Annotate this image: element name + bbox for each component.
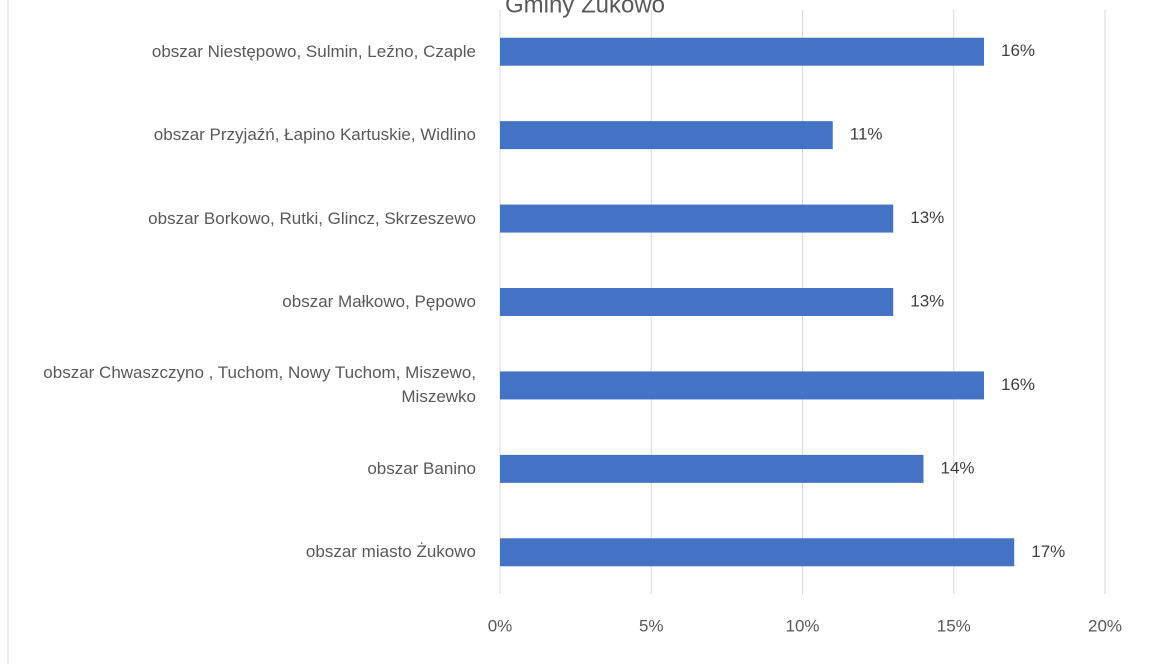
y-tick-label: obszar Przyjaźń, Łapino Kartuskie, Widli… [153,125,476,145]
y-tick-label: obszar miasto Żukowo [305,542,476,562]
y-tick-label: obszar Chwaszczyno , Tuchom, Nowy Tuchom… [43,363,476,407]
bar [500,204,894,233]
y-tick-label: obszar Niestępowo, Sulmin, Leźno, Czaple [151,41,476,61]
x-tick-label: 5% [639,616,664,635]
bar [500,288,894,316]
data-label: 17% [1031,542,1065,561]
bar [500,121,833,150]
x-tick-label: 15% [937,616,971,635]
x-tick-label: 0% [488,616,513,635]
x-tick-label: 10% [785,616,819,635]
y-tick-label: obszar Małkowo, Pępowo [282,292,476,311]
data-label: 14% [941,458,975,477]
data-label: 11% [850,125,883,144]
data-label: 16% [1001,41,1035,60]
data-label: 13% [910,208,944,227]
bar [500,37,984,66]
bar [500,371,984,400]
y-tick-label: obszar Borkowo, Rutki, Glincz, Skrzeszew… [148,208,476,228]
bar [500,454,924,483]
x-tick-label: 20% [1088,616,1122,635]
data-label: 16% [1001,375,1035,394]
bar [500,538,1015,567]
chart-title: Gminy Żukowo [505,0,665,18]
y-tick-label: obszar Banino [367,458,476,478]
data-label: 13% [910,291,944,310]
